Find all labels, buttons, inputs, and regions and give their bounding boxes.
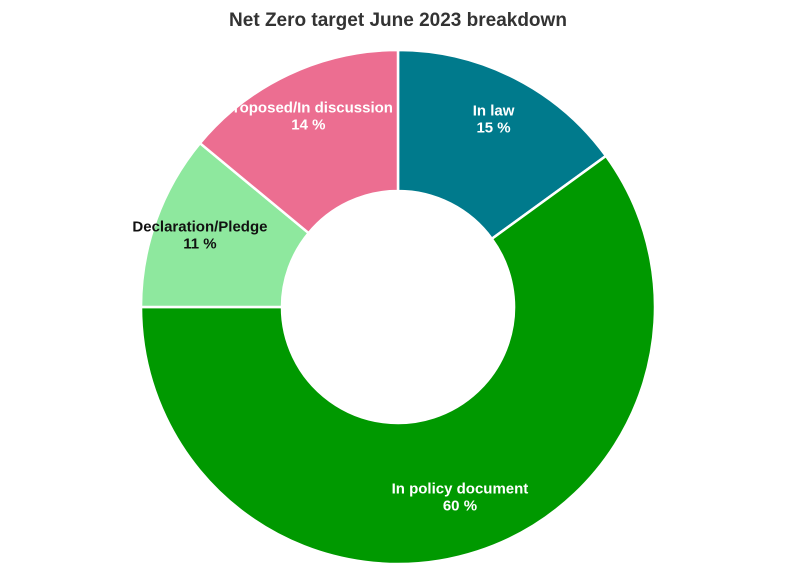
slice-proposed-in-discussion[interactable] <box>198 48 400 235</box>
slice-in-law[interactable] <box>396 48 608 241</box>
slice-category-label: In policy document <box>392 481 529 498</box>
slice-value-label: 11 % <box>183 236 216 253</box>
slice-category-label: Declaration/Pledge <box>132 219 267 236</box>
slice-category-label: In law <box>473 102 515 119</box>
slice-value-label: 60 % <box>443 498 477 515</box>
chart-title: Net Zero target June 2023 breakdown <box>229 10 567 31</box>
slice-declaration-pledge[interactable] <box>139 141 310 309</box>
slice-category-label: Proposed/In discussion <box>224 100 393 117</box>
slice-value-label: 14 % <box>291 117 325 134</box>
slice-value-label: 15 % <box>476 119 510 136</box>
slice-in-policy-document[interactable] <box>139 154 657 566</box>
slices-layer <box>139 48 657 566</box>
